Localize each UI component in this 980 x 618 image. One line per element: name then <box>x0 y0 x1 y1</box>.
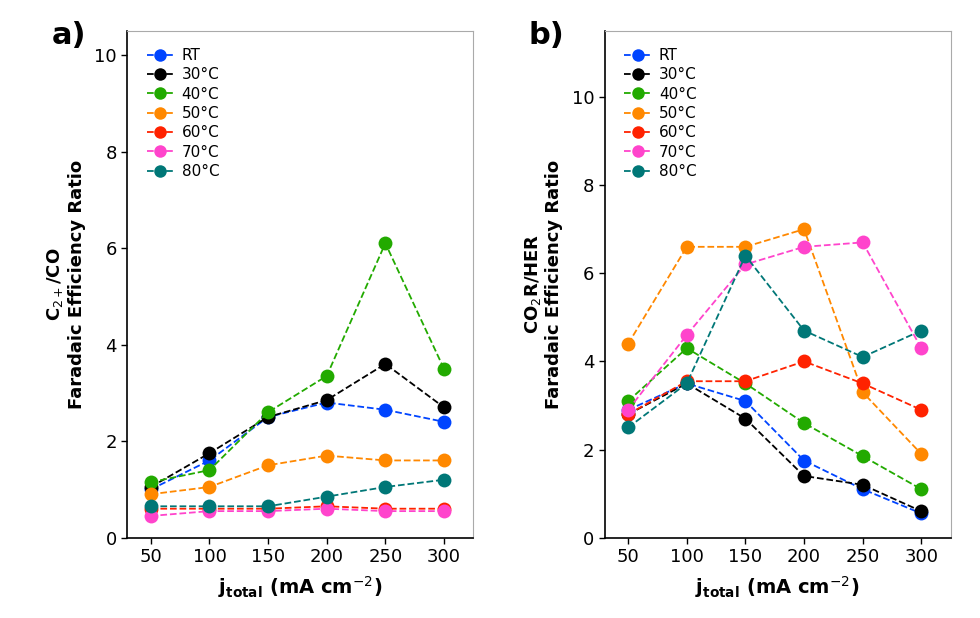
Text: b): b) <box>528 21 564 50</box>
Y-axis label: C$_{2+}$/CO
Faradaic Efficiency Ratio: C$_{2+}$/CO Faradaic Efficiency Ratio <box>45 159 86 409</box>
Legend: RT, 30°C, 40°C, 50°C, 60°C, 70°C, 80°C: RT, 30°C, 40°C, 50°C, 60°C, 70°C, 80°C <box>142 44 224 184</box>
X-axis label: j$_{\mathregular{total}}$ (mA cm$^{-2}$): j$_{\mathregular{total}}$ (mA cm$^{-2}$) <box>696 574 859 600</box>
Text: a): a) <box>51 21 86 50</box>
Y-axis label: CO$_2$R/HER
Faradaic Efficiency Ratio: CO$_2$R/HER Faradaic Efficiency Ratio <box>522 159 564 409</box>
Legend: RT, 30°C, 40°C, 50°C, 60°C, 70°C, 80°C: RT, 30°C, 40°C, 50°C, 60°C, 70°C, 80°C <box>619 44 702 184</box>
X-axis label: j$_{\mathregular{total}}$ (mA cm$^{-2}$): j$_{\mathregular{total}}$ (mA cm$^{-2}$) <box>219 574 382 600</box>
